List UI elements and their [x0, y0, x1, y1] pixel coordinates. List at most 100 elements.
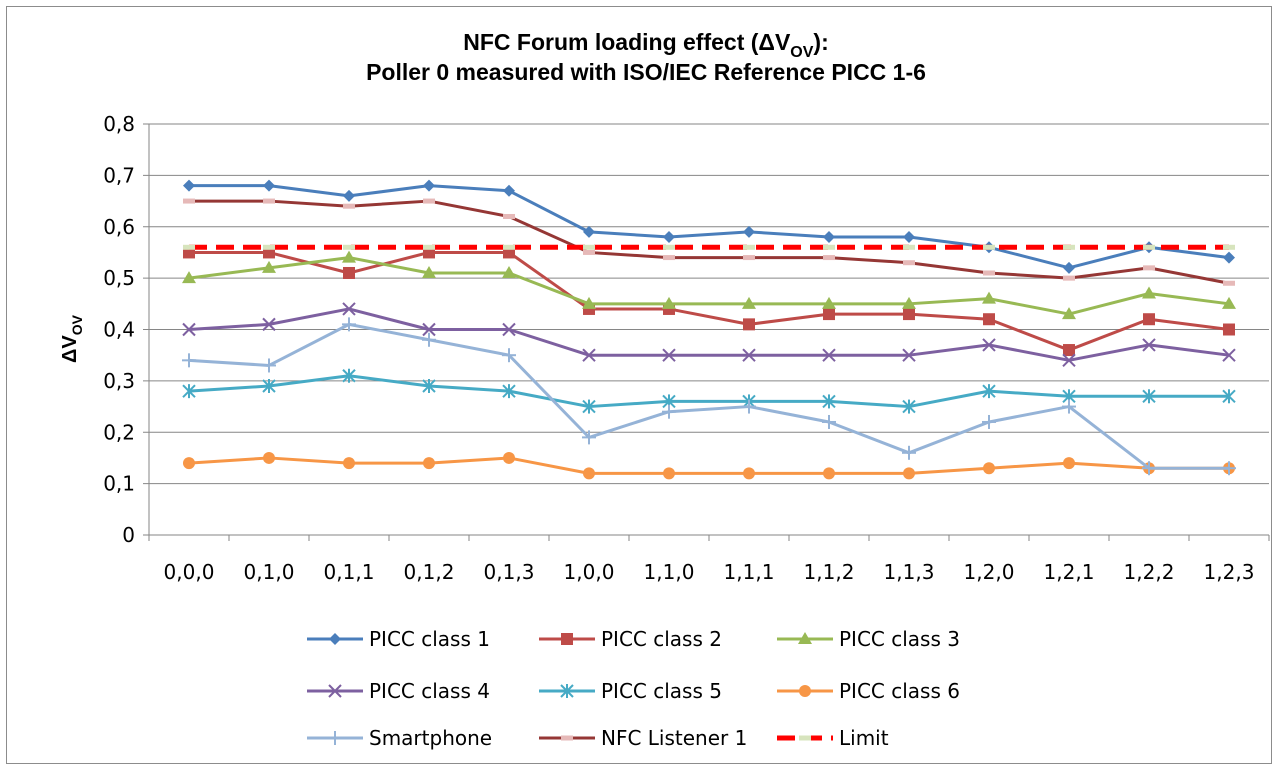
data-point: [502, 322, 516, 337]
data-point: [1223, 280, 1235, 286]
data-point: [182, 322, 196, 337]
data-point: [342, 368, 356, 383]
data-point: [182, 384, 196, 399]
y-tick-label: 0: [122, 523, 135, 547]
data-point: [982, 384, 996, 399]
data-point: [743, 467, 755, 480]
series-line: [188, 374, 1229, 409]
data-point: [263, 451, 275, 464]
series-line: [189, 184, 1230, 270]
legend-label: PICC class 1: [369, 627, 490, 651]
x-tick-label: 1,2,1: [1044, 560, 1095, 584]
data-point: [743, 318, 755, 331]
data-point: [582, 399, 596, 414]
series-picc-class-2: [183, 246, 1235, 357]
x-tick-label: 1,2,2: [1124, 560, 1175, 584]
data-point: [343, 244, 355, 250]
data-point: [1062, 353, 1076, 368]
series-smartphone: [182, 317, 1236, 476]
data-point: [742, 399, 756, 414]
legend-label: PICC class 2: [601, 627, 722, 651]
data-point: [1063, 275, 1075, 281]
data-point: [582, 296, 596, 309]
legend-item: PICC class 2: [539, 627, 722, 651]
data-point: [1062, 307, 1076, 320]
data-point: [263, 179, 275, 192]
data-point: [798, 632, 812, 644]
data-point-stroke: [342, 302, 356, 316]
data-point: [1142, 389, 1156, 404]
data-point: [799, 685, 811, 697]
data-point: [328, 731, 342, 745]
data-point: [823, 467, 835, 480]
data-point: [423, 457, 435, 470]
data-point: [1063, 457, 1075, 470]
data-point: [503, 184, 515, 197]
legend-label: PICC class 6: [839, 679, 960, 703]
data-point-stroke: [182, 322, 196, 337]
series-picc-class-5: [182, 368, 1236, 414]
data-point-stroke: [1142, 338, 1156, 352]
data-point: [343, 266, 355, 279]
data-point-stroke: [982, 338, 996, 352]
data-point: [262, 379, 276, 394]
x-tick-label: 1,1,2: [804, 560, 855, 584]
data-point: [502, 265, 516, 278]
data-point: [743, 225, 755, 238]
y-tick-label: 0,6: [103, 215, 135, 239]
data-point: [799, 735, 811, 741]
data-point: [823, 244, 835, 250]
data-point: [422, 379, 436, 394]
data-point: [561, 633, 573, 645]
plot-area: [182, 179, 1236, 480]
data-point: [822, 394, 836, 409]
y-tick-label: 0,2: [103, 420, 135, 444]
data-point: [583, 249, 595, 255]
line-chart: NFC Forum loading effect (ΔVOV): Poller …: [59, 29, 1270, 750]
legend-item: NFC Listener 1: [539, 726, 747, 750]
data-point: [982, 291, 996, 304]
data-point-stroke: [742, 348, 756, 362]
data-point: [743, 244, 755, 250]
data-point: [743, 255, 755, 261]
data-point: [583, 244, 595, 250]
data-point: [1222, 296, 1236, 309]
x-tick-label: 0,1,0: [244, 560, 295, 584]
data-point: [1222, 348, 1236, 362]
data-point-stroke: [822, 348, 836, 362]
legend-label: PICC class 4: [369, 679, 490, 703]
data-point: [662, 404, 676, 419]
data-point: [583, 467, 595, 480]
series-line: [189, 199, 1230, 285]
data-point: [983, 462, 995, 475]
data-point: [560, 684, 574, 698]
data-point: [583, 225, 595, 238]
data-point-stroke: [582, 348, 596, 362]
data-point: [822, 414, 836, 429]
data-point: [342, 302, 356, 316]
data-point: [328, 684, 342, 698]
data-point: [1223, 244, 1235, 250]
data-point: [983, 313, 995, 326]
legend-label: NFC Listener 1: [601, 726, 747, 750]
data-point: [423, 198, 435, 204]
legend-label: PICC class 3: [839, 627, 960, 651]
legend-item: Smartphone: [307, 726, 492, 750]
series-line: [188, 322, 1229, 470]
data-point: [502, 384, 516, 399]
data-point: [343, 189, 355, 202]
data-point: [822, 296, 836, 309]
y-tick-label: 0,4: [103, 318, 135, 342]
series-nfc-listener-1: [183, 198, 1235, 286]
data-point: [1143, 265, 1155, 271]
data-point: [1142, 461, 1156, 476]
data-point: [422, 332, 436, 347]
legend-item: PICC class 3: [777, 627, 960, 651]
data-point: [183, 179, 195, 192]
series-picc-class-6: [183, 451, 1235, 480]
y-tick-label: 0,1: [103, 472, 135, 496]
data-point: [183, 457, 195, 470]
data-point: [902, 399, 916, 414]
series-line: [188, 256, 1230, 316]
legend-item: PICC class 4: [307, 679, 490, 703]
